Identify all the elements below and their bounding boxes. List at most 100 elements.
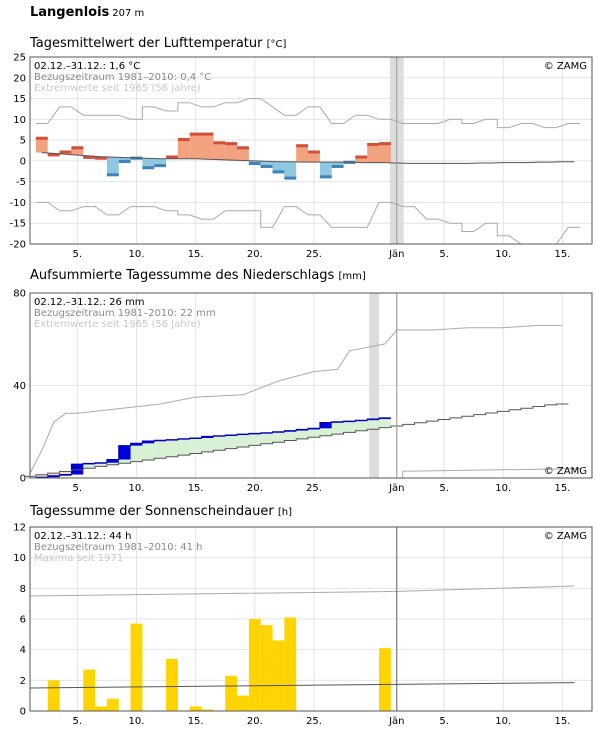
today-marker	[369, 293, 380, 478]
y-tick-label: 10	[13, 115, 26, 126]
temperature-bar	[189, 132, 202, 159]
precipitation-title-text: Aufsummierte Tagessumme des Niederschlag…	[30, 268, 335, 283]
x-tick-label: Jän	[388, 249, 404, 260]
x-tick-label: 25.	[306, 716, 322, 727]
temperature-bar	[379, 142, 391, 163]
temperature-cap	[106, 173, 119, 177]
y-tick-label: 2	[20, 676, 26, 687]
sunshine-unit: [h]	[277, 507, 292, 518]
temperature-bar	[260, 161, 273, 168]
x-tick-label: Jän	[388, 483, 404, 494]
reference-label: Bezugszeitraum 1981–2010: 0,4 °C	[34, 72, 211, 83]
temperature-cap	[95, 156, 107, 160]
normal-line	[29, 682, 575, 689]
y-tick-label: 8	[20, 584, 26, 595]
precipitation-increment	[166, 439, 178, 441]
temperature-cap	[213, 141, 226, 145]
x-tick-label: 15.	[188, 249, 204, 260]
temperature-cap	[379, 142, 391, 146]
temperature-cap	[284, 176, 297, 180]
temperature-cap	[177, 138, 190, 142]
precipitation-increment	[331, 421, 344, 423]
temperature-bar	[367, 143, 380, 163]
current-period-label: 02.12.–31.12.: 44 h	[34, 531, 131, 542]
temperature-cap	[296, 144, 309, 148]
precipitation-area	[95, 462, 107, 467]
x-tick-label: 5.	[73, 716, 83, 727]
normal-line	[41, 152, 575, 164]
y-tick-label: 4	[20, 645, 26, 656]
x-tick-label: 15.	[554, 249, 570, 260]
precipitation-area	[355, 420, 368, 431]
max-extreme-line	[35, 98, 581, 129]
reference-label: Bezugszeitraum 1981–2010: 22 mm	[34, 308, 216, 319]
precipitation-area	[225, 434, 238, 449]
normal-line	[24, 403, 569, 477]
y-tick-label: 0	[20, 707, 26, 718]
y-tick-label: 5	[20, 136, 26, 147]
y-tick-label: 15	[13, 94, 26, 105]
temperature-bar	[296, 144, 309, 163]
temperature-bar	[35, 136, 48, 153]
zamg-credit: © ZAMG	[544, 61, 587, 72]
x-tick-label: 10.	[495, 716, 511, 727]
precipitation-area	[379, 417, 391, 428]
temperature-cap	[35, 136, 48, 140]
temperature-cap	[355, 155, 368, 159]
precipitation-area	[248, 433, 261, 446]
y-tick-label: -20	[10, 240, 26, 251]
precipitation-increment	[59, 474, 72, 476]
max-extreme-line	[29, 585, 575, 597]
x-tick-label: 10.	[495, 249, 511, 260]
temperature-cap	[367, 143, 380, 147]
precipitation-unit: [mm]	[338, 271, 366, 282]
temperature-cap	[225, 142, 238, 146]
station-elevation: 207 m	[112, 8, 145, 19]
precipitation-area	[296, 429, 309, 439]
y-tick-label: 0	[20, 474, 26, 485]
temperature-cap	[260, 164, 273, 168]
current-period-label: 02.12.–31.12.: 26 mm	[34, 297, 145, 308]
temperature-bar	[142, 158, 155, 170]
x-tick-label: 10.	[129, 249, 145, 260]
y-tick-label: -5	[16, 177, 26, 188]
temperature-cap	[272, 170, 285, 174]
zamg-credit: © ZAMG	[544, 466, 587, 477]
precipitation-increment	[343, 421, 356, 423]
temperature-cap	[71, 146, 84, 150]
precipitation-area	[142, 441, 155, 460]
y-tick-label: 6	[20, 615, 26, 626]
sunshine-bar	[130, 623, 143, 711]
temperature-title: Tagesmittelwert der Lufttemperatur [°C]	[30, 36, 286, 51]
sunshine-bar	[248, 619, 261, 711]
plot-border	[29, 56, 593, 245]
extremes-label: Extremwerte seit 1965 (56 Jahre)	[34, 319, 201, 330]
y-tick-label: 10	[13, 553, 26, 564]
precipitation-increment	[118, 445, 131, 460]
precipitation-area	[83, 463, 96, 469]
temperature-cap	[118, 159, 131, 163]
x-tick-label: 5.	[439, 483, 449, 494]
temperature-chart: -20 -15 -10 -5 0 5 10 15 20 25 5. 10. 15. 20. 25. Jän 5.…	[10, 53, 593, 260]
precipitation-area	[201, 436, 214, 452]
temperature-cap	[59, 150, 72, 154]
temperature-cap	[308, 150, 320, 154]
x-tick-label: 25.	[306, 249, 322, 260]
sunshine-chart: 0 2 4 6 8 10 12 5. 10. 15. 20. 25. Jän 5. 10. 15. 02.12.…	[13, 523, 593, 727]
precipitation-increment	[106, 459, 119, 463]
extremes-label: Maxima seit 1971	[34, 553, 123, 564]
precipitation-increment	[95, 462, 107, 464]
x-tick-label: 15.	[188, 483, 204, 494]
sunshine-bar	[83, 669, 96, 711]
x-tick-label: 5.	[439, 249, 449, 260]
temperature-cap	[237, 146, 249, 150]
x-tick-label: 10.	[129, 716, 145, 727]
precipitation-increment	[154, 440, 167, 442]
station-name: Langenlois	[30, 5, 110, 20]
precipitation-increment	[201, 436, 214, 438]
temperature-cap	[189, 132, 202, 136]
sunshine-bar	[166, 658, 178, 711]
temperature-cap	[83, 155, 96, 159]
